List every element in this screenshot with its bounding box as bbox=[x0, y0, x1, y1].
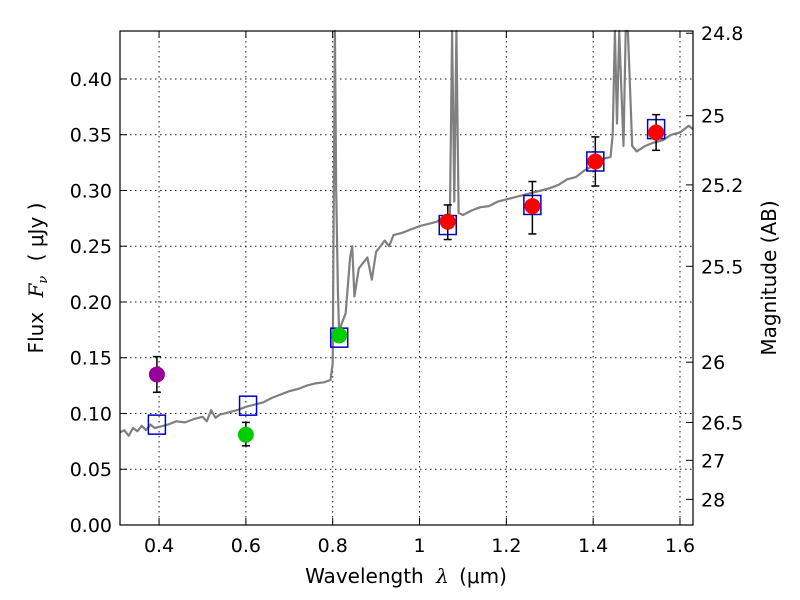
y2-tick-label: 26.5 bbox=[701, 412, 743, 434]
y2-axis-title: Magnitude (AB) bbox=[757, 200, 781, 355]
observed-point-layer bbox=[148, 113, 665, 447]
x-tick-label: 1.4 bbox=[578, 535, 608, 557]
spectrum-line bbox=[119, 29, 694, 437]
y-axis-title: Flux Fν ( μJy ) bbox=[24, 203, 52, 354]
observed-point bbox=[439, 213, 456, 230]
observed-point bbox=[587, 153, 604, 170]
y2-tick-label: 24.8 bbox=[701, 23, 743, 45]
grid-layer bbox=[120, 31, 693, 526]
y-tick-label: 0.25 bbox=[70, 236, 112, 258]
observed-point bbox=[148, 366, 165, 383]
x-tick-label: 0.8 bbox=[318, 535, 348, 557]
model-box bbox=[238, 395, 258, 416]
model-box-layer bbox=[147, 118, 666, 435]
x-tick-label: 0.6 bbox=[231, 535, 261, 557]
y-tick-label: 0.35 bbox=[70, 125, 112, 147]
x-tick-label: 1 bbox=[413, 535, 425, 557]
y2-tick-label: 26 bbox=[701, 352, 725, 374]
tick-layer: 0.4 0.6 0.8 1 1.2 1.4 1.6 0.00 0.05 0.10 0.15 0.20 0… bbox=[70, 23, 744, 557]
y-axis-title-unit: ( μJy ) bbox=[24, 203, 48, 262]
x-axis-title: Wavelength λ (μm) bbox=[305, 564, 507, 588]
y-tick-label: 0.00 bbox=[70, 515, 112, 537]
y-tick-label: 0.10 bbox=[70, 403, 112, 425]
x-axis-title-symbol: λ bbox=[435, 564, 449, 588]
x-axis-title-unit: (μm) bbox=[459, 564, 507, 588]
observed-point bbox=[331, 327, 348, 344]
x-tick-label: 1.2 bbox=[491, 535, 521, 557]
observed-point bbox=[237, 426, 254, 443]
observed-point bbox=[648, 124, 665, 141]
y2-tick-label: 28 bbox=[701, 489, 725, 511]
y-axis-title-subscript: ν bbox=[36, 276, 51, 284]
y2-tick-label: 25.2 bbox=[701, 175, 743, 197]
y-tick-label: 0.40 bbox=[70, 69, 112, 91]
y-axis-title-word: Flux bbox=[24, 312, 48, 354]
y-axis-title-symbol: F bbox=[24, 283, 48, 299]
y-tick-label: 0.15 bbox=[70, 348, 112, 370]
y2-tick-label: 27 bbox=[701, 450, 725, 472]
observed-point bbox=[524, 198, 541, 215]
spectrum-layer bbox=[119, 29, 694, 437]
y-tick-label: 0.20 bbox=[70, 292, 112, 314]
x-tick-label: 0.4 bbox=[144, 535, 174, 557]
x-axis-title-word: Wavelength bbox=[305, 564, 424, 588]
y2-tick-label: 25 bbox=[701, 106, 725, 128]
x-tick-label: 1.6 bbox=[665, 535, 695, 557]
y-tick-label: 0.05 bbox=[70, 459, 112, 481]
y2-tick-label: 25.5 bbox=[701, 256, 743, 278]
model-box bbox=[147, 414, 167, 435]
y-tick-label: 0.30 bbox=[70, 180, 112, 202]
plot-frame bbox=[119, 30, 694, 526]
